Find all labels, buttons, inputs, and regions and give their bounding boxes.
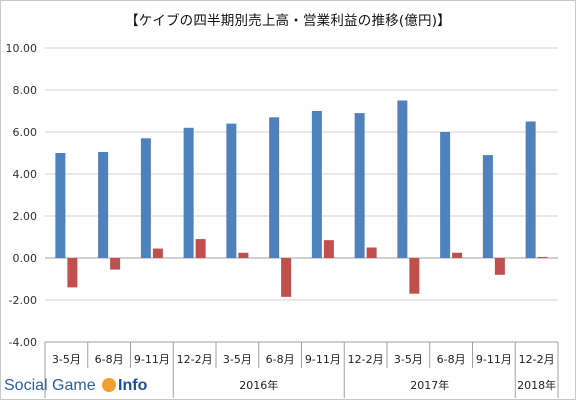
y-tick-label: 4.00 [13, 168, 38, 181]
x-tick-label: 6-8月 [437, 353, 466, 366]
bar-series2 [323, 240, 334, 258]
watermark-logo-icon [102, 378, 117, 392]
bar-series2 [110, 258, 121, 270]
y-tick-label: -4.00 [9, 336, 37, 349]
bar-series2 [152, 248, 163, 258]
bar-series2 [366, 247, 377, 258]
year-label: 2017年 [410, 378, 449, 392]
bar-series1 [525, 121, 536, 258]
bar-series1 [269, 117, 280, 258]
watermark-text-social-game: Social Game [4, 377, 101, 394]
year-label: 2016年 [239, 378, 278, 392]
bar-series1 [140, 138, 151, 258]
y-tick-label: 10.00 [6, 42, 38, 55]
watermark-text-info: Info [118, 377, 148, 394]
y-tick-label: -2.00 [9, 294, 37, 307]
bar-series2 [238, 252, 249, 258]
watermark-logo: Social Game Info [4, 377, 147, 395]
y-tick-label: 6.00 [13, 126, 38, 139]
bar-series2 [452, 252, 463, 258]
y-tick-label: 8.00 [13, 84, 38, 97]
y-tick-label: 2.00 [13, 210, 38, 223]
x-tick-label: 6-8月 [266, 353, 295, 366]
x-tick-label: 12-2月 [348, 353, 384, 366]
x-tick-label: 6-8月 [95, 353, 124, 366]
x-tick-label: 3-5月 [223, 353, 252, 366]
x-tick-label: 3-5月 [52, 353, 81, 366]
bar-series1 [397, 100, 408, 258]
chart-title: 【ケイブの四半期別売上高・営業利益の推移(億円)】 [125, 13, 451, 29]
bar-series2 [494, 258, 505, 275]
year-label: 2018年 [517, 378, 556, 392]
x-tick-label: 9-11月 [476, 353, 512, 366]
bar-series2 [67, 258, 78, 288]
x-tick-label: 9-11月 [134, 353, 170, 366]
bar-series1 [55, 153, 66, 258]
bar-series2 [281, 258, 292, 297]
bar-series1 [98, 151, 109, 258]
bar-series1 [226, 123, 237, 258]
bar-series2 [195, 239, 206, 258]
x-tick-label: 12-2月 [519, 353, 555, 366]
x-tick-label: 3-5月 [394, 353, 423, 366]
x-tick-label: 12-2月 [177, 353, 213, 366]
bar-series1 [482, 155, 493, 258]
bar-series1 [183, 127, 194, 258]
bar-series1 [440, 132, 451, 258]
bar-series1 [311, 111, 322, 258]
x-tick-label: 9-11月 [305, 353, 341, 366]
bar-series1 [354, 113, 365, 258]
bar-series2 [537, 256, 548, 258]
y-tick-label: 0.00 [13, 252, 38, 265]
bar-series2 [409, 258, 420, 294]
